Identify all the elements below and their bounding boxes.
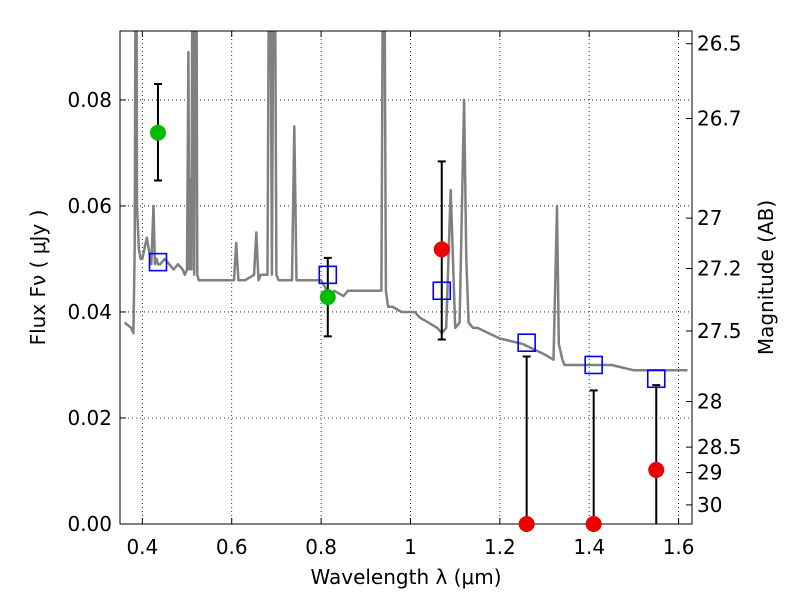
x-tick-label: 1.6 <box>663 535 695 559</box>
right-tick-label: 27 <box>697 206 722 230</box>
x-tick-label: 0.8 <box>305 535 337 559</box>
observed-flux-point <box>648 461 665 478</box>
x-axis-label: Wavelength λ (μm) <box>310 565 501 589</box>
observed-flux-point <box>433 241 450 258</box>
grid <box>120 31 692 524</box>
observed-flux-point <box>518 516 535 532</box>
y-tick-label: 0.02 <box>67 406 112 430</box>
y-axis-label-right: Magnitude (AB) <box>754 200 778 355</box>
x-tick-label: 1.2 <box>484 535 516 559</box>
right-tick-label: 27.2 <box>697 256 742 280</box>
observed-flux-point <box>149 124 166 141</box>
plot-area <box>123 31 688 524</box>
ticks: 0.4 0.6 0.8 1 1.2 1.4 1.6 0.00 0.02 0.04 0.06 0.08 2… <box>67 31 742 559</box>
y-tick-label: 0.06 <box>67 194 112 218</box>
x-tick-label: 1 <box>404 535 417 559</box>
model-flux-square <box>148 252 168 272</box>
right-tick-label: 26.7 <box>697 106 742 130</box>
right-tick-label: 28 <box>697 390 722 414</box>
right-tick-label: 26.5 <box>697 32 742 56</box>
right-tick-label: 27.5 <box>697 319 742 343</box>
x-tick-label: 0.4 <box>126 535 158 559</box>
x-tick-label: 0.6 <box>216 535 248 559</box>
y-tick-label: 0.00 <box>67 512 112 536</box>
y-tick-label: 0.04 <box>67 300 112 324</box>
template-spectrum-line <box>123 31 688 372</box>
plot-frame <box>119 30 693 525</box>
y-axis-label-left: Flux Fν ( μJy ) <box>26 210 50 346</box>
x-tick-label: 1.4 <box>573 535 605 559</box>
observed-flux-point <box>585 516 602 532</box>
model-flux-square <box>584 355 603 375</box>
model-flux-square <box>517 333 536 353</box>
observed-flux-point <box>319 289 336 306</box>
right-tick-label: 30 <box>697 493 722 517</box>
y-tick-label: 0.08 <box>67 88 112 112</box>
right-tick-label: 28.5 <box>697 435 742 459</box>
right-tick-label: 29 <box>697 461 722 485</box>
